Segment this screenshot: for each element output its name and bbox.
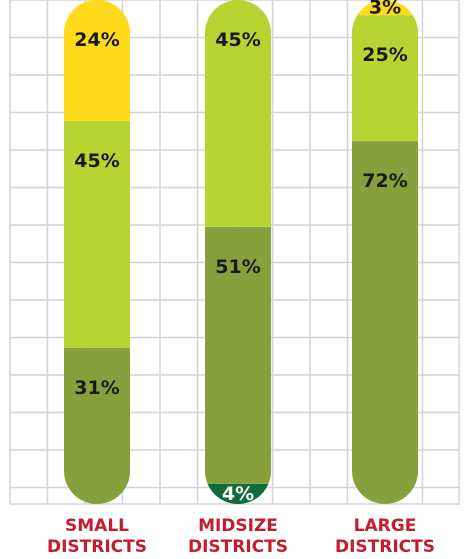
- category-label: MIDSIZE DISTRICTS: [188, 516, 288, 557]
- category-label: LARGE DISTRICTS: [335, 516, 435, 557]
- bar-segment: [64, 0, 130, 121]
- segment-value-label: 72%: [362, 170, 407, 192]
- bar-segment: [205, 0, 271, 227]
- bar-2: [205, 0, 271, 504]
- bar-segment: [64, 347, 130, 504]
- bar-1: [64, 0, 130, 504]
- segment-value-label: 25%: [362, 44, 407, 66]
- segment-value-label: 24%: [74, 29, 119, 51]
- bar-segment: [352, 15, 418, 142]
- bar-segment: [64, 120, 130, 348]
- category-labels: SMALL DISTRICTS MIDSIZE DISTRICTS LARGE DISTR…: [47, 516, 435, 557]
- segment-value-label: 31%: [74, 377, 119, 399]
- bar-segment: [205, 483, 271, 504]
- bar-segment: [205, 226, 271, 484]
- bar-3: [352, 0, 418, 504]
- segment-value-label: 45%: [215, 29, 260, 51]
- segment-value-label: 45%: [74, 150, 119, 172]
- segment-value-label: 3%: [369, 0, 401, 19]
- segment-value-label: 51%: [215, 256, 260, 278]
- bars: 31% 45% 24% 4% 51% 45% 72% 25% 3%: [64, 0, 418, 505]
- segment-value-label: 4%: [222, 483, 254, 505]
- bar-segment: [352, 141, 418, 504]
- category-label: SMALL DISTRICTS: [47, 516, 147, 557]
